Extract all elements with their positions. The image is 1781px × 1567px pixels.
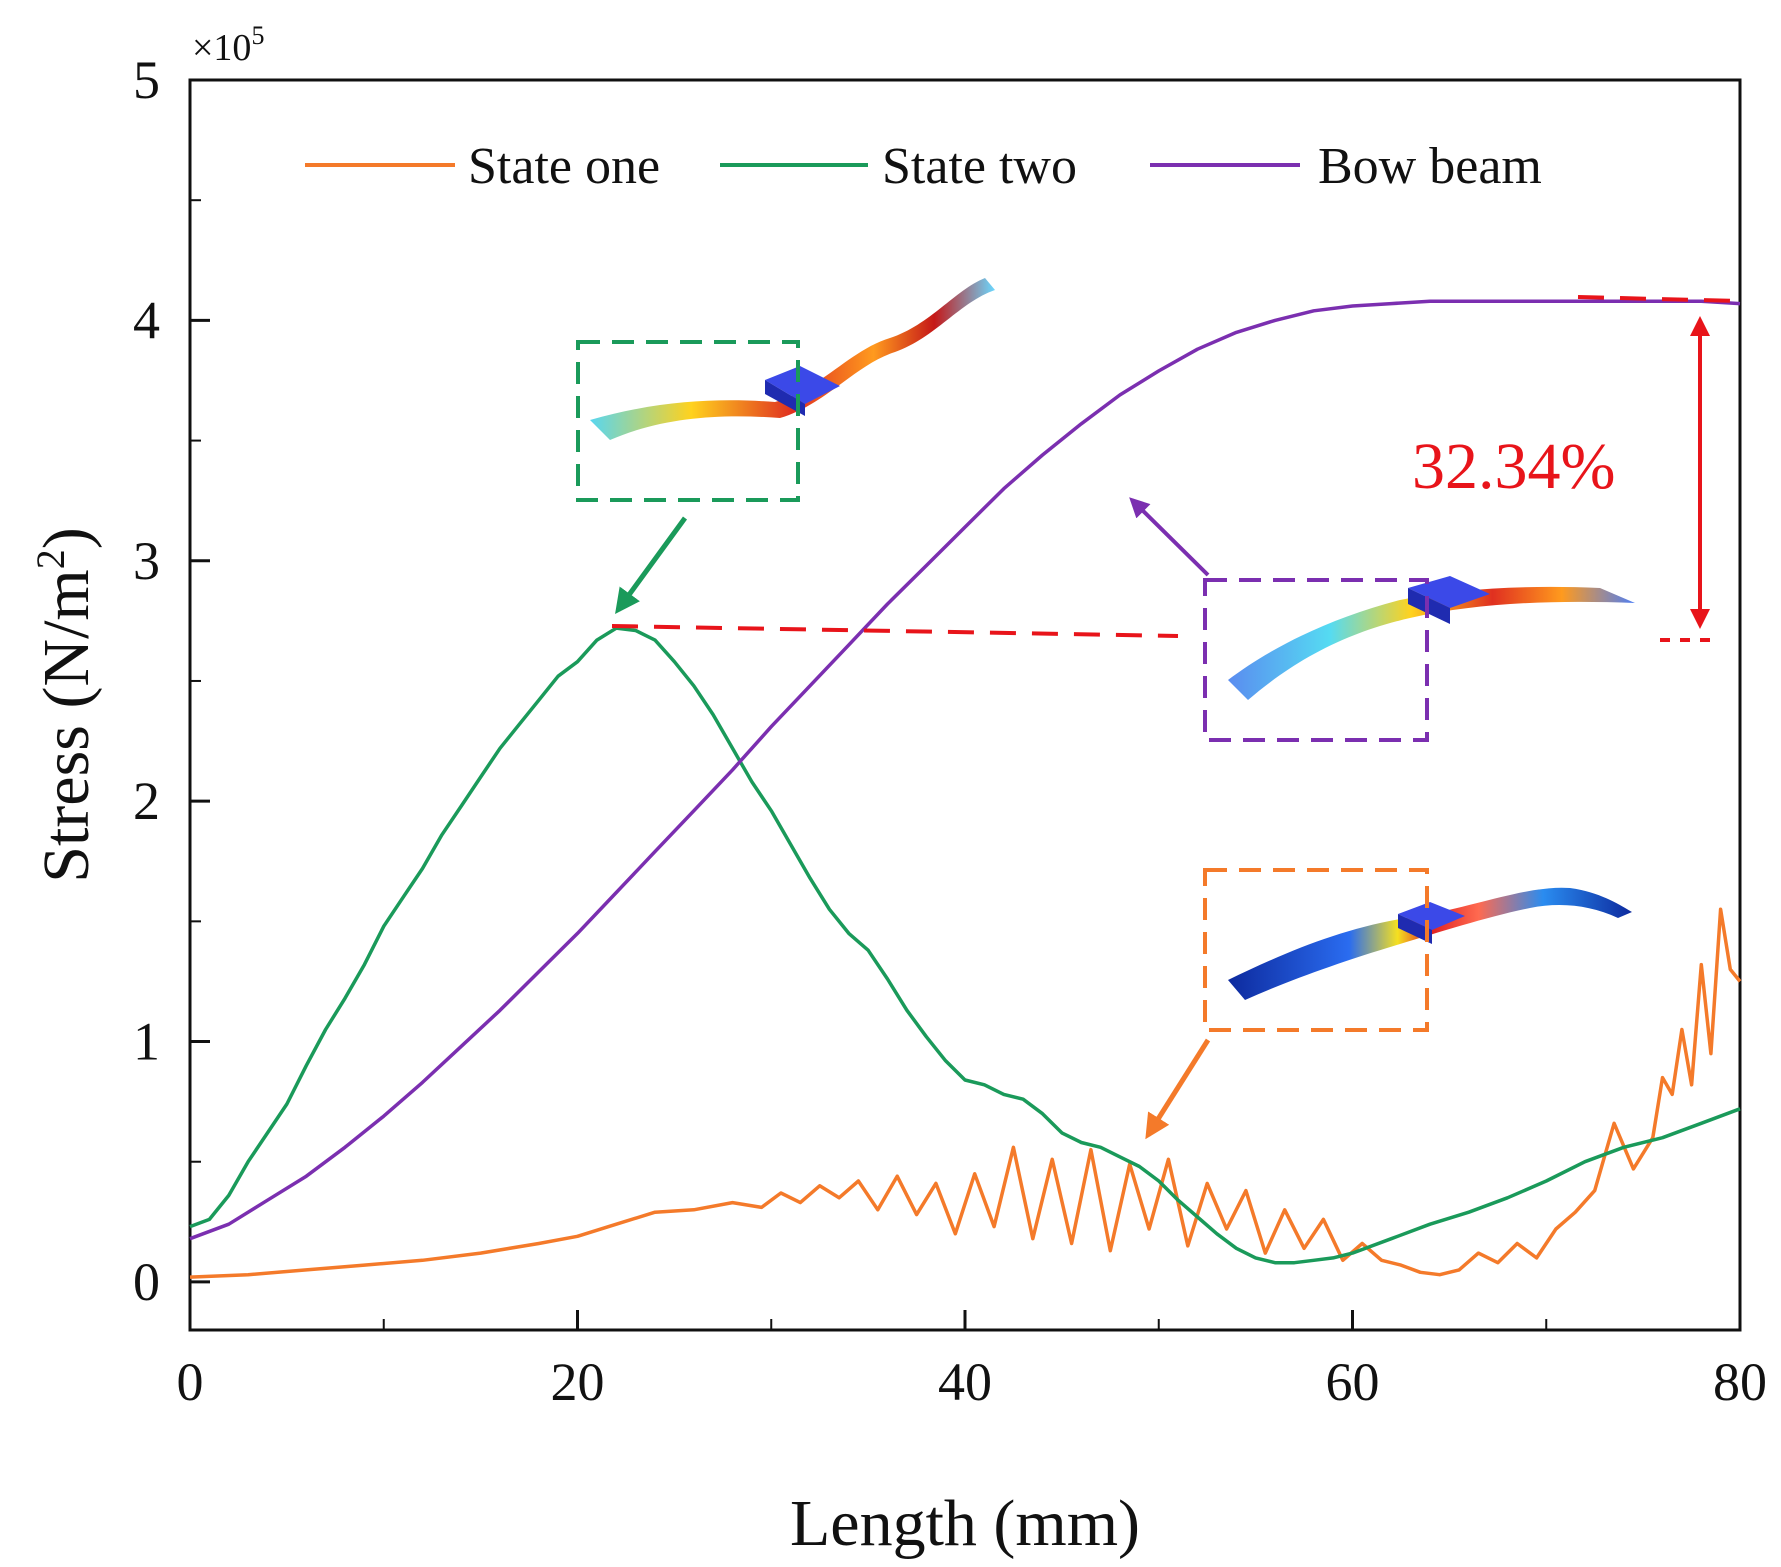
bow-beam-inset [1129,497,1635,742]
percent-difference-label: 32.34% [1412,430,1615,503]
x-tick-label: 40 [938,1352,992,1412]
y-axis-title: Stress (N/m2) [28,527,103,882]
x-tick-label: 20 [551,1352,605,1412]
legend: State one State two Bow beam [305,138,1542,195]
state-one-beam-inset [1145,868,1632,1140]
state-one-arrow [1145,1038,1211,1140]
legend-label-state-two: State two [882,138,1077,195]
state-one-clamp-block [1398,902,1465,930]
series-line-state-one [189,907,1742,1279]
series-line-bow-beam [189,299,1741,1241]
legend-label-state-one: State one [468,138,660,195]
legend-label-bow-beam: Bow beam [1318,138,1542,195]
state-two-peak-reference-line [611,624,1179,638]
series-line-state-two [189,626,1741,1265]
state-two-clamp-side [765,380,805,416]
x-axis-title: Length (mm) [790,1487,1140,1560]
state-two-arrow [615,516,688,615]
y-tick-label: 3 [133,531,160,591]
bow-beam-dashed-box [1203,578,1429,742]
y-axis-multiplier: ×105 [192,21,264,69]
y-tick-label: 0 [133,1252,160,1312]
state-one-clamp-side [1398,914,1432,944]
y-tick-label: 2 [133,771,160,831]
x-tick-label: 80 [1713,1352,1767,1412]
y-axis: 0 1 2 3 4 5 [133,50,210,1312]
state-two-dashed-box [576,340,800,502]
state-two-beam-shape [590,278,995,440]
y-tick-label: 1 [133,1012,160,1072]
state-one-dashed-box [1203,868,1429,1032]
plot-frame [188,78,1742,1332]
x-tick-label: 0 [177,1352,204,1412]
bow-beam-arrow [1129,497,1210,577]
state-two-beam-inset [576,278,995,615]
y-tick-label: 4 [133,290,160,350]
x-axis: 0 20 40 60 80 [177,1310,1767,1412]
bow-beam-peak-reference-line [1577,295,1739,303]
x-tick-label: 60 [1326,1352,1380,1412]
state-two-clamp-block [765,366,840,404]
state-one-beam-shape [1228,887,1632,1000]
series-group [189,299,1742,1279]
y-tick-label: 5 [133,50,160,110]
